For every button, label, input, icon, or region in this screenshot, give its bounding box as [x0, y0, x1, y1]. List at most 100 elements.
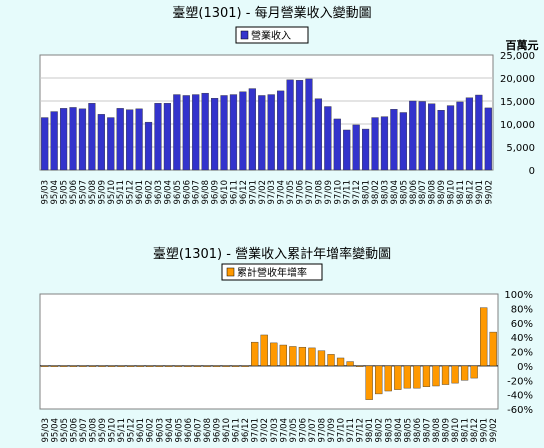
x-tick-label: 96/05 [173, 180, 183, 205]
bar-98-06 [409, 100, 417, 171]
bar-95-11 [116, 108, 124, 171]
bar-98-10 [446, 105, 455, 171]
x-tick-label: 97/03 [270, 418, 280, 443]
bar-96-01 [135, 108, 143, 171]
bar-96-11 [231, 365, 240, 367]
x-tick-label: 98/01 [365, 418, 375, 443]
legend-swatch [226, 267, 235, 277]
bar-96-07 [192, 94, 200, 171]
bar-96-06 [182, 95, 190, 171]
bar-98-03 [380, 116, 389, 171]
x-tick-label: 95/08 [88, 418, 98, 443]
x-tick-label: 97/09 [324, 180, 334, 205]
bar-97-04 [277, 90, 285, 171]
x-tick-label: 98/04 [394, 418, 404, 443]
x-tick-label: 98/01 [362, 180, 372, 205]
x-tick-label: 97/08 [317, 418, 327, 443]
y-tick-label: -60% [507, 405, 533, 416]
y-tick-label: 20% [511, 348, 533, 359]
y-tick-label: 80% [511, 304, 533, 315]
x-tick-label: 96/10 [222, 418, 232, 443]
bar-96-08 [201, 92, 209, 171]
x-tick-label: 97/05 [286, 180, 296, 205]
y-tick-label: 100% [504, 290, 533, 301]
x-tick-label: 99/02 [484, 180, 494, 205]
y-tick-label: 5,000 [506, 143, 535, 154]
x-tick-label: 95/03 [41, 418, 51, 443]
bar-97-05 [289, 346, 297, 367]
bar-95-05 [60, 365, 68, 367]
y-axis-unit: 百萬元 [506, 38, 539, 52]
x-tick-label: 98/03 [380, 180, 390, 205]
x-tick-label: 96/06 [182, 180, 192, 205]
legend-swatch [240, 30, 249, 40]
bar-95-04 [50, 365, 58, 367]
bar-97-02 [258, 95, 266, 171]
bar-96-09 [210, 98, 219, 171]
x-tick-label: 97/10 [337, 418, 347, 443]
bar-95-09 [97, 114, 105, 171]
bar-95-07 [79, 365, 87, 367]
legend-box [221, 263, 323, 281]
bar-99-02 [489, 331, 497, 367]
x-tick-label: 99/01 [480, 418, 490, 443]
bar-98-11 [460, 365, 469, 381]
x-tick-label: 95/08 [88, 180, 98, 205]
bar-97-08 [314, 98, 323, 171]
x-tick-label: 98/10 [447, 180, 457, 205]
x-tick-label: 99/01 [475, 180, 485, 205]
x-tick-label: 98/02 [375, 418, 385, 443]
x-tick-label: 95/05 [60, 180, 70, 205]
x-tick-label: 95/09 [98, 418, 108, 443]
plot-area [39, 293, 499, 410]
bar-95-03 [41, 117, 49, 171]
bar-96-10 [222, 365, 230, 367]
x-tick-label: 96/11 [232, 418, 242, 443]
x-tick-label: 97/01 [248, 180, 258, 205]
x-tick-label: 97/12 [352, 180, 362, 205]
x-tick-label: 95/09 [97, 180, 107, 205]
bar-98-07 [422, 365, 431, 387]
bar-96-12 [239, 91, 247, 171]
x-tick-label: 98/05 [403, 418, 413, 443]
x-tick-label: 96/11 [229, 180, 239, 205]
x-tick-label: 96/09 [211, 180, 221, 205]
bar-98-01 [365, 365, 373, 400]
bar-97-07 [305, 78, 313, 171]
bar-95-05 [59, 108, 68, 171]
bar-98-05 [403, 365, 411, 389]
y-tick-label: 60% [511, 319, 533, 330]
bar-95-08 [88, 103, 96, 171]
bar-98-05 [399, 112, 407, 171]
y-tick-label: 0 [529, 166, 535, 177]
bar-96-12 [241, 365, 249, 367]
x-tick-label: 97/07 [305, 180, 315, 205]
bar-98-11 [456, 101, 464, 171]
x-tick-label: 98/12 [470, 418, 480, 443]
x-tick-label: 95/06 [69, 418, 79, 443]
x-tick-label: 97/11 [343, 180, 353, 205]
x-tick-label: 95/10 [107, 180, 117, 205]
chart-title: 臺塑(1301) - 營業收入累計年增率變動圖 [153, 246, 391, 262]
legend-label: 營業收入 [251, 29, 291, 42]
bar-97-11 [346, 361, 354, 367]
bar-97-08 [317, 350, 326, 367]
x-tick-label: 97/08 [314, 180, 324, 205]
plot-area [39, 54, 494, 171]
x-tick-label: 96/02 [145, 180, 155, 205]
x-tick-label: 97/06 [298, 418, 308, 443]
bar-99-01 [480, 307, 488, 367]
bar-98-01 [361, 128, 370, 171]
x-tick-label: 95/06 [69, 180, 79, 205]
bar-96-05 [174, 365, 182, 367]
y-tick-label: 25,000 [500, 51, 535, 62]
bar-98-07 [418, 101, 426, 171]
bar-95-07 [78, 108, 87, 171]
x-tick-label: 98/07 [422, 418, 432, 443]
bar-96-07 [193, 365, 202, 367]
bar-98-04 [394, 365, 402, 390]
y-tick-label: 20,000 [500, 74, 535, 85]
bar-96-01 [136, 365, 144, 367]
x-tick-label: 97/01 [251, 418, 261, 443]
